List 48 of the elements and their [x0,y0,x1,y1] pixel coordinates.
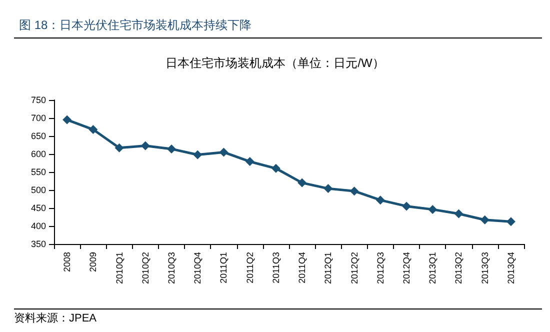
x-tick-label: 2012Q1 [323,252,334,284]
y-tick-label: 500 [30,185,46,195]
x-tick-label: 2011Q4 [297,252,308,284]
x-tick-label: 2011Q3 [270,252,281,284]
y-tick-label: 650 [30,131,46,141]
point [140,141,150,150]
point [428,204,438,214]
x-tick-label: 2013Q3 [480,252,490,284]
x-tick-label: 2013Q2 [454,252,464,284]
point [454,209,464,218]
point [376,196,385,205]
x-tick-label: 2010Q2 [140,252,150,284]
text: 资料来源：JPEA [14,312,98,324]
point [193,150,202,160]
y-tick-label: 550 [30,167,46,177]
point [298,178,307,188]
y-tick-label: 400 [30,221,46,231]
y-tick-label: 700 [30,113,46,123]
point [114,143,124,152]
point [245,157,254,166]
x-tick-label: 2010Q4 [192,252,203,284]
x-tick-label: 2010Q1 [114,252,124,284]
y-tick-label: 600 [30,149,46,159]
x-tick-label: 2009 [88,252,98,272]
x-tick-label: 2008 [62,252,72,272]
x-tick-label: 2013Q4 [506,252,516,284]
y-tick-label: 350 [30,239,46,249]
y-tick-label: 450 [30,203,46,213]
point [219,148,228,157]
point [167,144,176,154]
point [62,115,72,124]
chart-subtitle: 日本住宅市场装机成本（单位：日元/W） [166,56,384,70]
point [350,186,359,196]
x-tick-label: 2011Q2 [244,252,255,284]
point [88,125,98,134]
point [506,217,516,226]
point [480,215,490,224]
point [402,202,411,211]
x-tick-label: 2010Q3 [166,252,176,284]
point [324,184,333,194]
chart-title: 图 18：日本光伏住宅市场装机成本持续下降 [19,18,252,32]
x-tick-label: 2013Q1 [428,252,438,284]
x-tick-label: 2011Q1 [218,252,229,284]
point [271,164,280,173]
x-tick-label: 2012Q4 [402,252,412,284]
x-tick-label: 2012Q3 [375,252,386,284]
x-tick-label: 2012Q2 [349,252,360,284]
y-tick-label: 750 [30,95,46,105]
